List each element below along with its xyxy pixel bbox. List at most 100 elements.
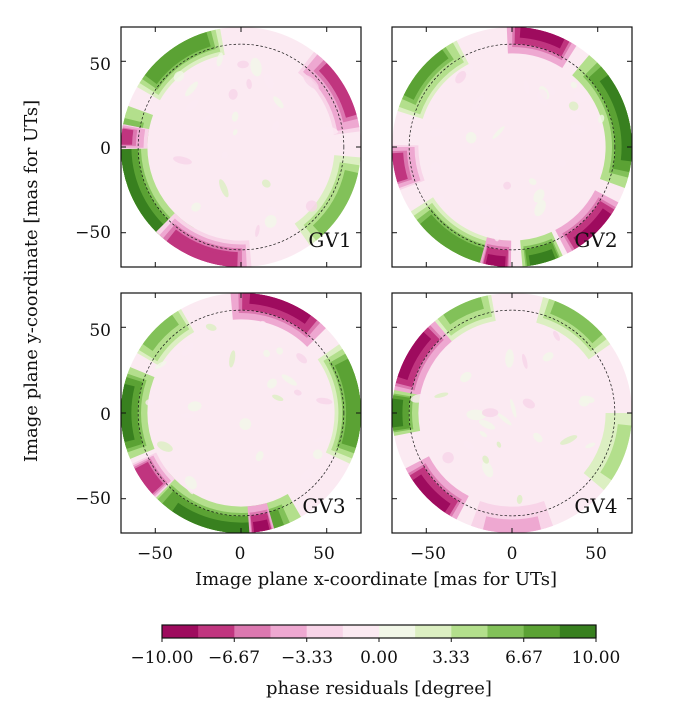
residual-speckle-3: [492, 225, 500, 242]
colorbar-tick-label-neg3-33: −3.33: [281, 648, 333, 668]
residual-speckle-14: [510, 398, 517, 418]
residual-speckle-21: [465, 64, 474, 75]
residual-speckle-13: [522, 398, 535, 409]
residual-speckle-15: [516, 494, 523, 504]
residual-speckle-23: [503, 181, 512, 190]
panel-gv1: [120, 26, 362, 268]
colorbar-tick-label-neg6-67: −6.67: [208, 648, 260, 668]
panel-label-gv2: GV2: [574, 228, 617, 252]
panel-label-gv3: GV3: [302, 494, 345, 518]
colorbar-level-1: [198, 625, 235, 638]
colorbar-level-9: [487, 625, 525, 638]
residual-speckle-17: [191, 202, 201, 212]
residual-speckle-22: [221, 151, 229, 159]
panel-label-gv1: GV1: [308, 228, 351, 252]
residual-blob-4-band-3: [440, 293, 484, 325]
residual-speckle-24: [478, 419, 496, 430]
colorbar: [161, 624, 597, 642]
residual-speckle-1: [273, 96, 284, 109]
panel-label-gv4: GV4: [574, 494, 617, 518]
residual-blob-0-band-5: [393, 329, 432, 381]
residual-blob-0-band-5: [249, 293, 314, 324]
residual-speckle-3: [231, 111, 239, 122]
residual-speckle-25: [537, 89, 548, 101]
residual-speckle-18: [303, 75, 319, 90]
residual-blob-1-band-5: [599, 72, 632, 162]
residual-speckle-13: [534, 200, 546, 217]
residual-speckle-24: [239, 418, 252, 430]
x-axis-label: Image plane x-coordinate [mas for UTs]: [195, 569, 557, 590]
residual-field: [121, 293, 361, 533]
residual-speckle-5: [479, 203, 492, 216]
residual-speckle-11: [466, 409, 486, 421]
y-tick-label-50-bottom: 50: [89, 321, 111, 341]
residual-speckle-14: [568, 101, 579, 111]
residual-speckle-11: [570, 123, 586, 134]
residual-speckle-19: [255, 224, 260, 237]
residual-speckle-7: [465, 131, 477, 144]
residual-speckle-10: [250, 57, 262, 77]
residual-speckle-8: [185, 99, 199, 112]
residual-speckle-21: [237, 60, 249, 69]
residual-blob-5-band-2: [312, 170, 361, 239]
residual-blob-2-band-3: [139, 311, 179, 351]
residual-speckle-15: [267, 206, 277, 215]
residual-features: [121, 27, 361, 267]
residual-speckle-22: [410, 393, 429, 403]
residual-speckle-4: [571, 110, 579, 120]
residual-speckle-22: [430, 161, 442, 173]
residual-blob-2-band-4: [400, 46, 449, 100]
residual-blob-7-band-5: [573, 208, 615, 250]
reference-circle: [137, 43, 345, 251]
residual-speckle-8: [580, 395, 595, 404]
residual-speckle-1: [272, 394, 284, 402]
residual-speckle-5: [263, 349, 271, 358]
residual-blob-5-band-2: [600, 424, 632, 483]
residual-speckle-2: [523, 79, 530, 95]
x-tick-label-50-right: 50: [585, 544, 607, 564]
residual-speckle-8: [255, 450, 264, 462]
residual-speckle-21: [154, 360, 167, 369]
residual-blob-2-band-4: [318, 60, 361, 118]
residual-speckle-2: [460, 371, 472, 383]
residual-speckle-24: [216, 52, 224, 67]
residual-speckle-18: [258, 320, 268, 331]
residual-speckle-18: [505, 349, 514, 368]
residual-speckle-11: [229, 350, 236, 368]
residual-speckle-9: [200, 113, 214, 124]
residual-speckle-0: [181, 342, 194, 357]
residual-speckle-23: [173, 70, 185, 82]
colorbar-level-11: [559, 625, 597, 638]
x-tick-label-0-left: 0: [235, 544, 246, 564]
residual-speckle-21: [481, 408, 499, 418]
residual-speckle-2: [205, 323, 217, 331]
residual-speckle-20: [471, 94, 485, 111]
residual-blob-0-band-5: [519, 27, 567, 49]
residual-speckle-6: [271, 120, 280, 132]
residual-speckle-20: [246, 78, 252, 90]
colorbar-label: phase residuals [degree]: [266, 678, 492, 699]
residual-speckle-23: [281, 374, 297, 386]
residual-speckle-12: [228, 88, 238, 100]
residual-speckle-10: [145, 399, 155, 406]
colorbar-tick-label-3-33: 3.33: [432, 648, 470, 668]
residual-speckle-4: [267, 378, 277, 389]
residual-blob-6-band-2: [482, 516, 542, 533]
colorbar-level-5: [342, 625, 380, 638]
reference-circle: [408, 43, 616, 251]
y-tick-label-50-top: 50: [89, 55, 111, 75]
residual-speckle-16: [261, 179, 271, 188]
colorbar-tick-label-0: 0.00: [360, 648, 398, 668]
residual-speckle-7: [157, 441, 173, 452]
residual-speckle-3: [276, 347, 284, 355]
colorbar-level-4: [306, 625, 344, 638]
colorbar-level-0: [162, 625, 199, 638]
residual-speckle-16: [558, 159, 567, 167]
colorbar-level-6: [379, 625, 416, 638]
residual-speckle-17: [528, 178, 537, 185]
residual-blob-2-band-5: [409, 474, 451, 516]
residual-speckle-7: [482, 455, 490, 464]
y-axis-label: Image plane y-coordinate [mas for UTs]: [21, 100, 42, 462]
residual-blob-4-band-4: [121, 127, 134, 145]
